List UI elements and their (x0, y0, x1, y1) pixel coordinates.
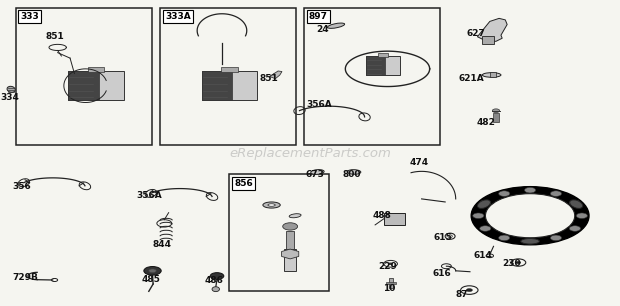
Circle shape (492, 109, 500, 113)
Text: 621A: 621A (459, 73, 485, 83)
Bar (284, 249, 296, 271)
Polygon shape (477, 18, 507, 41)
Bar (88, 67, 104, 72)
Circle shape (283, 223, 298, 230)
Bar (286, 231, 294, 249)
Circle shape (471, 187, 589, 245)
Ellipse shape (327, 23, 345, 28)
Circle shape (485, 194, 575, 238)
Bar (16, 8, 152, 145)
Bar (304, 8, 440, 145)
Text: 844: 844 (153, 240, 172, 249)
Bar (160, 8, 296, 145)
Bar (386, 282, 396, 284)
Ellipse shape (212, 287, 219, 292)
Circle shape (388, 263, 393, 265)
Text: 334: 334 (0, 93, 19, 103)
Circle shape (466, 289, 472, 292)
Bar (494, 113, 498, 122)
Text: 230: 230 (502, 259, 521, 268)
Bar (389, 278, 393, 288)
Circle shape (480, 200, 491, 206)
Circle shape (480, 226, 491, 231)
Circle shape (498, 235, 510, 241)
Text: 800: 800 (343, 170, 361, 179)
Bar (366, 56, 400, 75)
Bar (384, 213, 405, 225)
Ellipse shape (311, 170, 324, 174)
Text: 333: 333 (20, 12, 39, 21)
Ellipse shape (482, 73, 501, 77)
Text: 851: 851 (46, 32, 64, 41)
Circle shape (525, 239, 536, 244)
Circle shape (569, 226, 580, 231)
Bar (202, 71, 232, 100)
Ellipse shape (521, 239, 539, 244)
Circle shape (551, 235, 562, 241)
Ellipse shape (347, 170, 361, 174)
Text: 333A: 333A (165, 12, 191, 21)
Circle shape (577, 213, 588, 218)
Circle shape (569, 200, 580, 206)
Ellipse shape (268, 204, 275, 206)
Text: 474: 474 (409, 158, 428, 167)
Text: 356: 356 (12, 182, 31, 191)
Ellipse shape (263, 202, 280, 208)
Bar (221, 67, 238, 72)
Bar (490, 72, 496, 77)
Ellipse shape (570, 200, 583, 208)
Circle shape (149, 269, 156, 273)
Polygon shape (281, 249, 299, 259)
Bar (482, 36, 494, 44)
Text: 627: 627 (467, 29, 485, 38)
Text: 10: 10 (383, 284, 395, 293)
Text: 856: 856 (234, 179, 253, 188)
Text: 851: 851 (259, 73, 278, 83)
Text: 615: 615 (434, 233, 453, 242)
Circle shape (144, 267, 161, 275)
Text: eReplacementParts.com: eReplacementParts.com (229, 147, 391, 159)
Text: 482: 482 (476, 118, 495, 127)
Bar (229, 174, 329, 291)
Circle shape (551, 191, 562, 196)
Circle shape (525, 187, 536, 193)
Bar (68, 71, 124, 100)
Text: 24: 24 (316, 24, 329, 34)
Bar (68, 71, 99, 100)
Text: 356A: 356A (306, 99, 332, 109)
Bar (378, 53, 388, 57)
Text: 897: 897 (309, 12, 328, 21)
Text: 486: 486 (205, 276, 223, 285)
Bar (202, 71, 257, 100)
Text: 356A: 356A (136, 191, 162, 200)
Circle shape (210, 273, 224, 279)
Ellipse shape (477, 200, 490, 208)
Text: 729B: 729B (12, 273, 38, 282)
Bar (366, 56, 385, 75)
Ellipse shape (7, 86, 16, 92)
Text: 229: 229 (378, 262, 397, 271)
Ellipse shape (289, 214, 301, 218)
Text: 485: 485 (141, 275, 160, 285)
Text: 614: 614 (474, 251, 492, 260)
Polygon shape (270, 71, 282, 79)
Text: 616: 616 (433, 269, 451, 278)
Text: 673: 673 (305, 170, 324, 179)
Circle shape (472, 213, 484, 218)
Circle shape (516, 261, 521, 264)
Circle shape (498, 191, 510, 196)
Text: 488: 488 (373, 211, 391, 220)
Text: 87: 87 (455, 290, 467, 299)
